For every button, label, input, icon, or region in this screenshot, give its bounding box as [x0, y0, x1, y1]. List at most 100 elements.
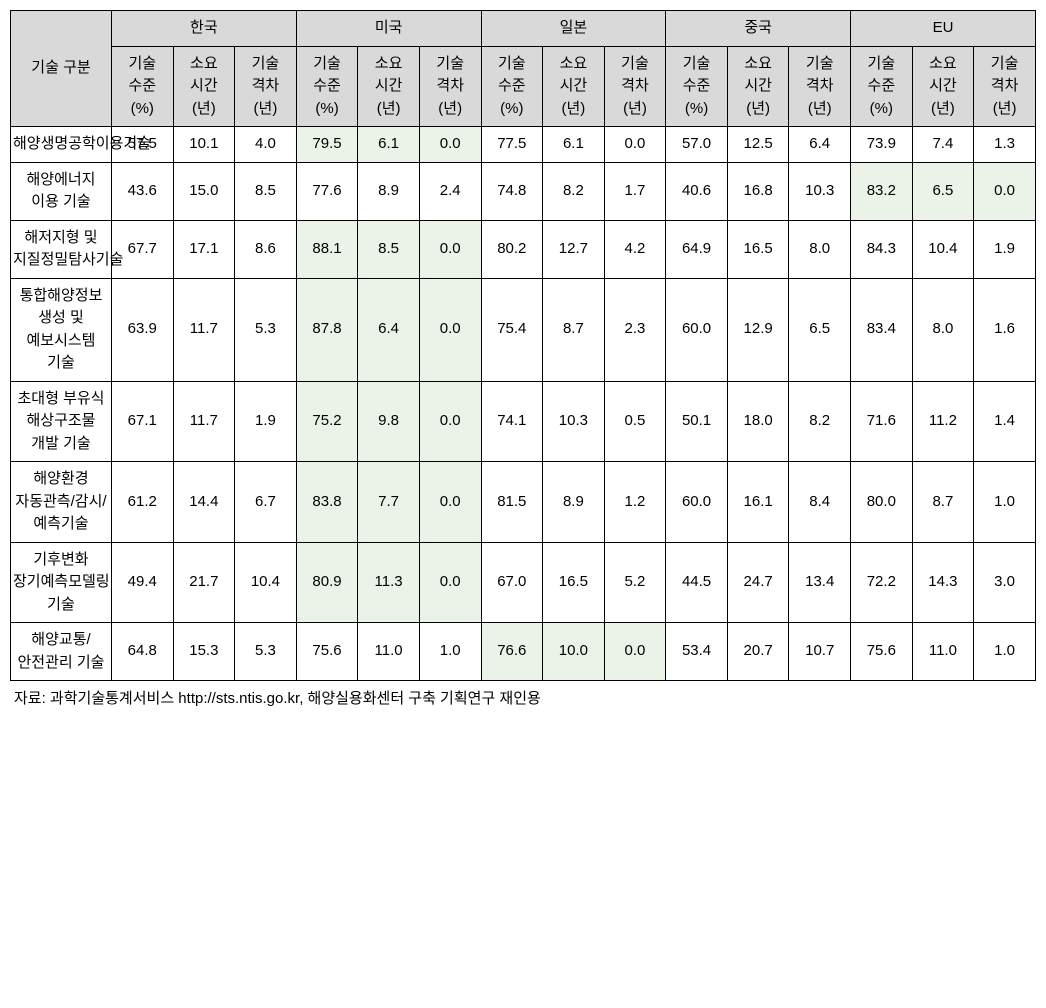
sub-column-header: 기술격차(년) [604, 46, 666, 127]
row-label: 해양생명공학이용기술 [11, 127, 112, 163]
data-cell: 0.0 [419, 278, 481, 381]
data-cell: 60.0 [666, 278, 728, 381]
data-cell: 73.9 [851, 127, 913, 163]
data-cell: 8.6 [235, 220, 297, 278]
sub-column-header: 소요시간(년) [912, 46, 974, 127]
data-cell: 83.8 [296, 462, 358, 543]
data-cell: 1.0 [974, 623, 1036, 681]
data-cell: 75.6 [296, 623, 358, 681]
table-row: 기후변화 장기예측모델링 기술49.421.710.480.911.30.067… [11, 542, 1036, 623]
data-cell: 21.7 [173, 542, 235, 623]
data-cell: 1.0 [419, 623, 481, 681]
row-label: 해양교통/안전관리 기술 [11, 623, 112, 681]
data-cell: 43.6 [111, 162, 173, 220]
data-cell: 0.0 [419, 381, 481, 462]
table-row: 통합해양정보 생성 및 예보시스템 기술63.911.75.387.86.40.… [11, 278, 1036, 381]
data-cell: 8.9 [358, 162, 420, 220]
data-cell: 0.0 [419, 127, 481, 163]
data-cell: 10.1 [173, 127, 235, 163]
data-cell: 50.1 [666, 381, 728, 462]
data-cell: 8.0 [789, 220, 851, 278]
data-cell: 80.9 [296, 542, 358, 623]
data-cell: 57.0 [666, 127, 728, 163]
row-label: 초대형 부유식 해상구조물 개발 기술 [11, 381, 112, 462]
group-header: 미국 [296, 11, 481, 47]
data-cell: 7.4 [912, 127, 974, 163]
group-header: 중국 [666, 11, 851, 47]
data-cell: 8.5 [358, 220, 420, 278]
data-cell: 53.4 [666, 623, 728, 681]
data-cell: 8.2 [789, 381, 851, 462]
group-header: 한국 [111, 11, 296, 47]
group-header: EU [851, 11, 1036, 47]
data-cell: 64.8 [111, 623, 173, 681]
data-cell: 3.0 [974, 542, 1036, 623]
data-cell: 71.6 [851, 381, 913, 462]
sub-column-header: 기술격차(년) [974, 46, 1036, 127]
data-cell: 1.9 [235, 381, 297, 462]
data-cell: 0.0 [604, 623, 666, 681]
data-cell: 40.6 [666, 162, 728, 220]
data-cell: 83.4 [851, 278, 913, 381]
data-cell: 11.7 [173, 278, 235, 381]
data-cell: 10.4 [912, 220, 974, 278]
data-cell: 2.4 [419, 162, 481, 220]
data-cell: 74.1 [481, 381, 543, 462]
data-cell: 76.6 [481, 623, 543, 681]
data-cell: 1.3 [974, 127, 1036, 163]
data-cell: 5.2 [604, 542, 666, 623]
row-label: 기후변화 장기예측모델링 기술 [11, 542, 112, 623]
data-cell: 5.3 [235, 623, 297, 681]
data-cell: 10.3 [789, 162, 851, 220]
data-cell: 14.4 [173, 462, 235, 543]
data-cell: 75.4 [481, 278, 543, 381]
data-cell: 14.3 [912, 542, 974, 623]
group-header: 일본 [481, 11, 666, 47]
data-cell: 12.9 [727, 278, 789, 381]
sub-column-header: 기술수준(%) [481, 46, 543, 127]
data-cell: 88.1 [296, 220, 358, 278]
data-cell: 24.7 [727, 542, 789, 623]
data-cell: 1.7 [604, 162, 666, 220]
data-cell: 77.5 [481, 127, 543, 163]
data-cell: 11.7 [173, 381, 235, 462]
sub-column-header: 기술격차(년) [419, 46, 481, 127]
data-cell: 60.0 [666, 462, 728, 543]
data-cell: 11.0 [358, 623, 420, 681]
data-cell: 0.0 [974, 162, 1036, 220]
table-row: 해저지형 및 지질정밀탐사기술67.717.18.688.18.50.080.2… [11, 220, 1036, 278]
data-cell: 8.7 [912, 462, 974, 543]
data-cell: 0.0 [419, 220, 481, 278]
data-cell: 6.4 [789, 127, 851, 163]
data-cell: 10.3 [543, 381, 605, 462]
row-label: 해저지형 및 지질정밀탐사기술 [11, 220, 112, 278]
data-cell: 1.2 [604, 462, 666, 543]
data-cell: 8.4 [789, 462, 851, 543]
data-cell: 20.7 [727, 623, 789, 681]
data-cell: 0.0 [419, 542, 481, 623]
data-cell: 63.9 [111, 278, 173, 381]
sub-column-header: 기술수준(%) [851, 46, 913, 127]
data-cell: 80.2 [481, 220, 543, 278]
table-row: 해양에너지 이용 기술43.615.08.577.68.92.474.88.21… [11, 162, 1036, 220]
table-header: 기술 구분 한국 미국 일본 중국 EU 기술수준(%)소요시간(년)기술격차(… [11, 11, 1036, 127]
data-cell: 1.0 [974, 462, 1036, 543]
data-cell: 13.4 [789, 542, 851, 623]
sub-column-header: 기술격차(년) [235, 46, 297, 127]
data-cell: 44.5 [666, 542, 728, 623]
sub-column-header: 기술격차(년) [789, 46, 851, 127]
data-cell: 16.1 [727, 462, 789, 543]
table-row: 초대형 부유식 해상구조물 개발 기술67.111.71.975.29.80.0… [11, 381, 1036, 462]
table-row: 해양교통/안전관리 기술64.815.35.375.611.01.076.610… [11, 623, 1036, 681]
data-cell: 16.5 [543, 542, 605, 623]
data-cell: 75.2 [296, 381, 358, 462]
data-cell: 8.5 [235, 162, 297, 220]
data-cell: 5.3 [235, 278, 297, 381]
data-cell: 72.2 [851, 542, 913, 623]
data-cell: 4.0 [235, 127, 297, 163]
sub-column-header: 기술수준(%) [111, 46, 173, 127]
source-note: 자료: 과학기술통계서비스 http://sts.ntis.go.kr, 해양실… [10, 681, 1044, 708]
row-label: 통합해양정보 생성 및 예보시스템 기술 [11, 278, 112, 381]
sub-column-header: 기술수준(%) [296, 46, 358, 127]
data-cell: 9.8 [358, 381, 420, 462]
